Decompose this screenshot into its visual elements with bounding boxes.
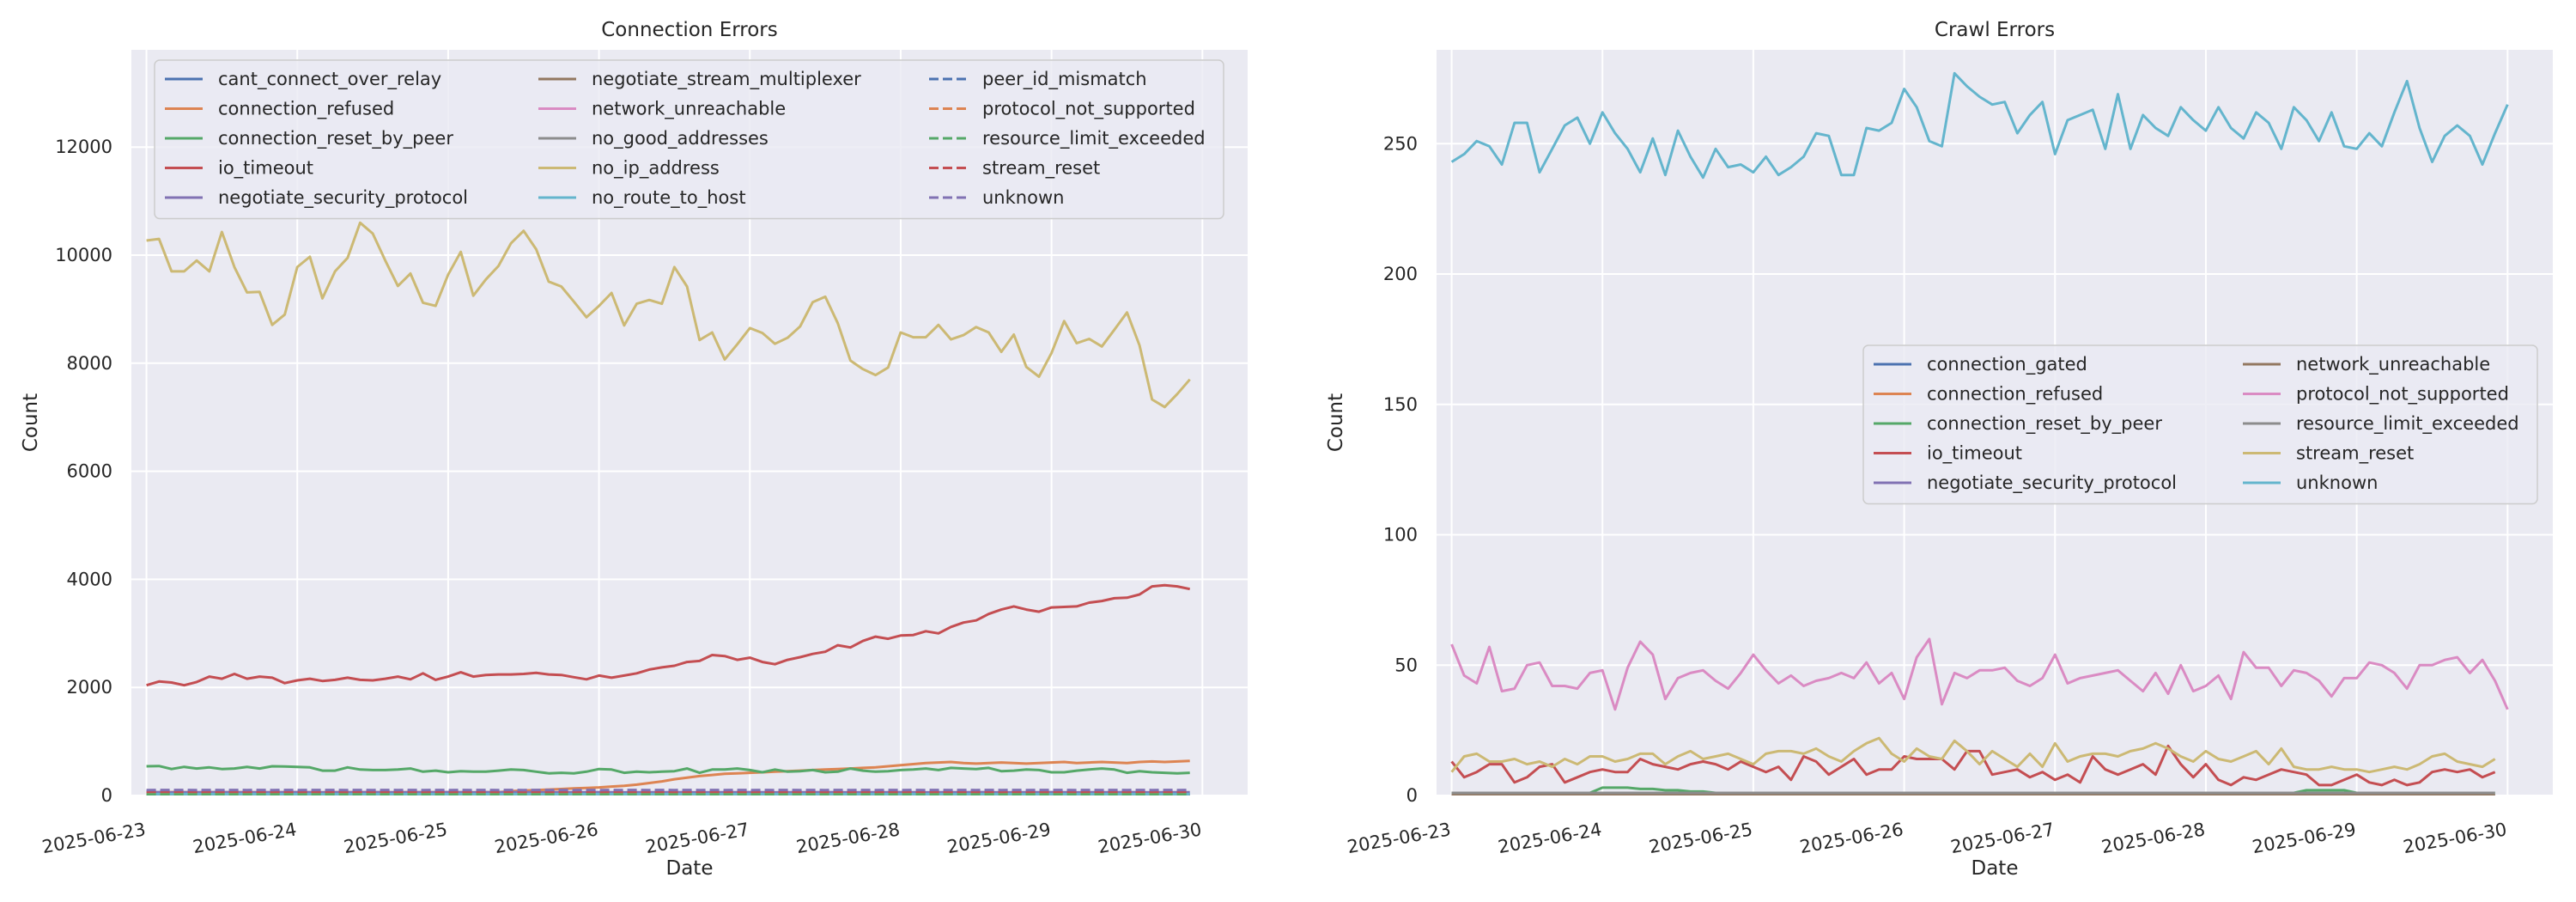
legend-label-connection-reset-by-peer: connection_reset_by_peer [1927, 413, 2162, 435]
legend-label-negotiate-security-protocol: negotiate_security_protocol [1927, 472, 2177, 494]
chart-title: Crawl Errors [1935, 19, 2055, 41]
legend-label-protocol-not-supported: protocol_not_supported [2296, 384, 2509, 405]
legend: cant_connect_over_relay connection_refuse… [154, 59, 1224, 220]
y-tick-label: 10000 [55, 245, 112, 265]
legend-frame [1862, 344, 2538, 505]
legend-label-peer-id-mismatch: peer_id_mismatch [982, 69, 1147, 90]
series-line-stream-reset [1450, 736, 2496, 774]
legend-label-no-ip-address: no_ip_address [592, 158, 720, 180]
y-axis-label: Count [20, 393, 42, 452]
legend-label-cant-connect-over-relay: cant_connect_over_relay [218, 69, 441, 90]
series-line-unknown [1450, 71, 2509, 180]
series-line-connection-reset-by-peer [146, 765, 1190, 775]
legend-label-connection-refused: connection_refused [1927, 384, 2103, 405]
series-line-io-timeout [146, 583, 1191, 687]
y-tick-label: 2000 [67, 677, 112, 698]
y-tick-label: 250 [1383, 133, 1418, 154]
legend-label-resource-limit-exceeded: resource_limit_exceeded [2296, 413, 2519, 435]
y-tick-label: 0 [1406, 785, 1418, 806]
chart-title: Connection Errors [601, 19, 778, 41]
series-line-no-ip-address [146, 221, 1191, 409]
legend-frame [154, 59, 1224, 220]
y-tick-label: 50 [1394, 655, 1418, 675]
legend-label-network-unreachable: network_unreachable [2296, 354, 2490, 375]
legend-label-unknown: unknown [982, 187, 1064, 208]
legend-label-resource-limit-exceeded: resource_limit_exceeded [982, 128, 1206, 149]
series-group [146, 221, 1191, 795]
legend-label-no-good-addresses: no_good_addresses [592, 128, 769, 149]
y-tick-label: 8000 [67, 353, 112, 374]
series-group [1450, 71, 2509, 795]
legend-label-protocol-not-supported: protocol_not_supported [982, 99, 1195, 120]
y-axis-label: Count [1325, 393, 1347, 452]
x-axis-label: Date [1971, 857, 2019, 880]
y-tick-label: 6000 [67, 461, 112, 482]
legend-label-unknown: unknown [2296, 472, 2378, 493]
legend-label-network-unreachable: network_unreachable [592, 99, 786, 120]
series-line-protocol-not-supported [1450, 637, 2509, 711]
y-tick-label: 4000 [67, 569, 112, 589]
legend-label-connection-reset-by-peer: connection_reset_by_peer [218, 128, 453, 149]
x-axis-label: Date [666, 857, 714, 880]
series-line-io-timeout [1450, 744, 2496, 787]
legend-label-negotiate-security-protocol: negotiate_security_protocol [218, 187, 468, 209]
y-tick-label: 200 [1383, 264, 1418, 284]
y-tick-label: 0 [101, 785, 112, 806]
legend-label-io-timeout: io_timeout [218, 158, 313, 180]
y-tick-label: 100 [1383, 525, 1418, 545]
legend-label-no-route-to-host: no_route_to_host [592, 187, 746, 209]
legend-label-stream-reset: stream_reset [2296, 443, 2414, 465]
legend-label-connection-refused: connection_refused [218, 99, 394, 120]
legend-label-negotiate-stream-multiplexer: negotiate_stream_multiplexer [592, 69, 861, 90]
legend-label-connection-gated: connection_gated [1927, 354, 2087, 375]
legend-label-io-timeout: io_timeout [1927, 443, 2022, 465]
y-tick-label: 12000 [55, 137, 112, 157]
legend-label-stream-reset: stream_reset [982, 158, 1100, 180]
y-tick-label: 150 [1383, 394, 1418, 415]
legend: connection_gated connection_refusedconnec… [1862, 344, 2538, 505]
